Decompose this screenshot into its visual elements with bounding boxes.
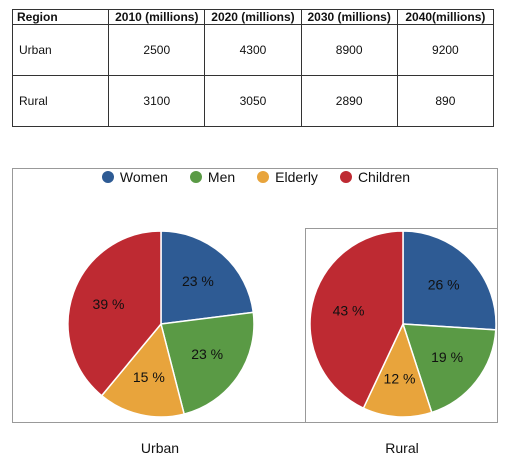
- rural-data-label: 26 %: [428, 277, 460, 293]
- rural-slice-elderly: [362, 321, 433, 418]
- data-table: Region 2010 (millions) 2020 (millions) 2…: [11, 9, 495, 127]
- table-header-row: Region 2010 (millions) 2020 (millions) 2…: [11, 9, 495, 25]
- legend-item-elderly: Elderly: [257, 169, 318, 185]
- table-cell: 3050: [204, 75, 302, 127]
- rural-data-label: 19 %: [431, 349, 463, 365]
- urban-data-label: 15 %: [133, 369, 165, 385]
- rural-data-label: 43 %: [333, 303, 365, 319]
- urban-slice-children: [67, 230, 162, 397]
- legend-label: Children: [357, 169, 411, 185]
- rural-data-label: 12 %: [384, 370, 416, 386]
- rural-slice-women: [402, 230, 497, 331]
- urban-data-label: 23 %: [182, 273, 214, 289]
- urban-slice-men: [160, 311, 255, 415]
- rural-slice-children: [309, 230, 404, 410]
- chart-legend: Women Men Elderly Children: [0, 166, 512, 188]
- rural-caption: Rural: [385, 440, 419, 456]
- legend-swatch-women: [101, 171, 114, 183]
- urban-data-label: 39 %: [93, 296, 125, 312]
- table-row: Rural 3100 3050 2890 890: [11, 75, 495, 127]
- urban-data-label: 23 %: [191, 346, 223, 362]
- table-cell: 2890: [300, 75, 398, 127]
- legend-swatch-men: [189, 171, 202, 183]
- table-cell: 4300: [204, 24, 302, 76]
- legend-label: Men: [207, 169, 236, 185]
- rural-slice-men: [401, 323, 497, 414]
- legend-swatch-elderly: [257, 171, 270, 183]
- table-cell: Urban: [11, 24, 110, 76]
- legend-item-children: Children: [339, 169, 411, 185]
- legend-label: Elderly: [275, 169, 318, 185]
- table-cell: 890: [396, 75, 495, 127]
- table-row: Urban 2500 4300 8900 9200: [11, 24, 495, 76]
- table-cell: Rural: [11, 75, 110, 127]
- legend-item-women: Women: [101, 169, 168, 185]
- legend-item-men: Men: [189, 169, 236, 185]
- legend-swatch-children: [339, 171, 352, 183]
- table-cell: 3100: [108, 75, 206, 127]
- table-cell: 9200: [396, 24, 495, 76]
- urban-slice-women: [160, 230, 255, 325]
- urban-slice-elderly: [100, 322, 186, 418]
- table-cell: 8900: [300, 24, 398, 76]
- rural-chart-frame: [305, 228, 498, 423]
- legend-label: Women: [119, 169, 168, 185]
- column-header: 2040(millions): [396, 9, 495, 25]
- urban-caption: Urban: [140, 440, 180, 456]
